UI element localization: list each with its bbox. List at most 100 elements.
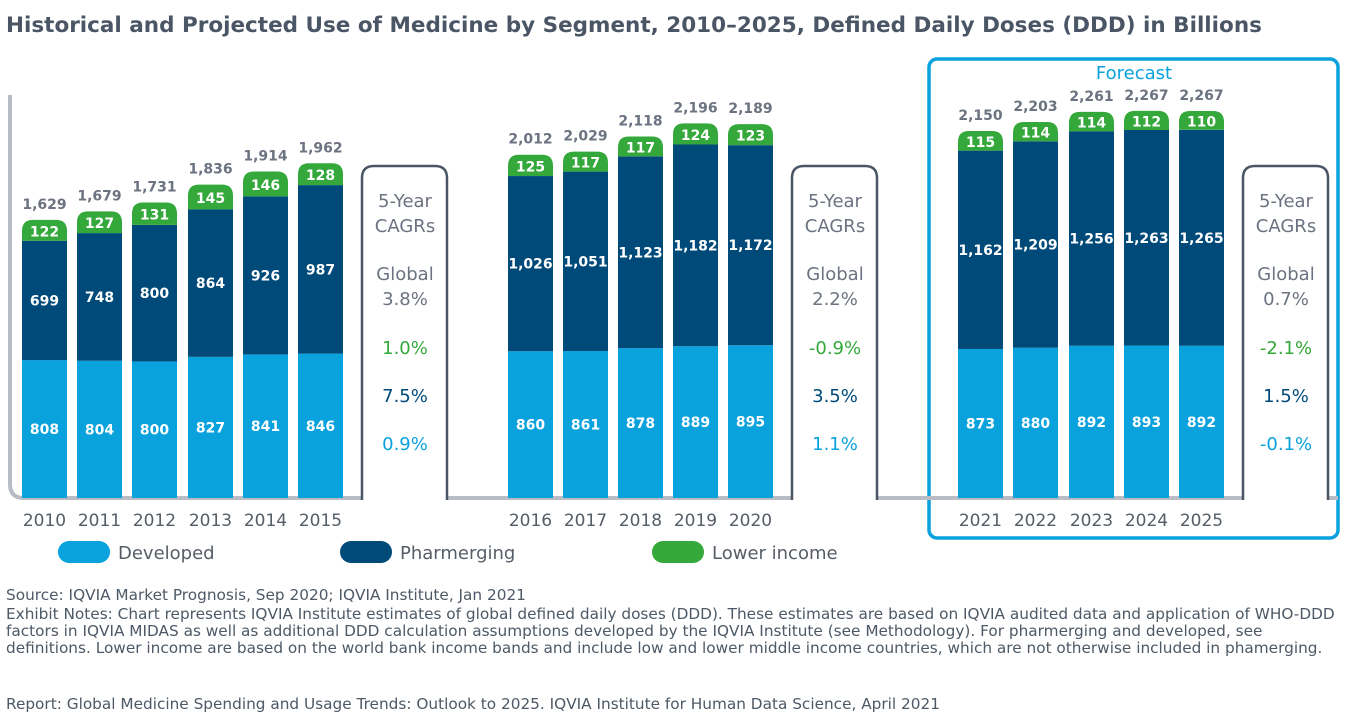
cagr-lower-income: -2.1% [1260, 338, 1312, 359]
label-lower-income: 122 [30, 224, 59, 240]
label-pharmerging: 1,265 [1179, 231, 1223, 247]
bar-developed [728, 345, 773, 498]
bar-pharmerging [563, 171, 608, 352]
label-total: 2,196 [673, 100, 717, 116]
bar-2021: 873 1,162 115 2,150 2021 [958, 108, 1003, 531]
cagr-heading1: 5-Year [808, 191, 863, 212]
bar-pharmerging [618, 156, 663, 349]
legend-item: Developed [58, 541, 215, 564]
label-developed: 808 [30, 422, 59, 438]
label-lower-income: 115 [966, 135, 995, 151]
forecast-box [927, 57, 1340, 540]
bar-pharmerging [22, 240, 67, 361]
bar-2019: 889 1,182 124 2,196 2019 [673, 100, 718, 531]
cagr-global: 3.8% [382, 289, 428, 310]
cagr-heading2: CAGRs [375, 216, 435, 237]
bar-developed [298, 353, 343, 498]
x-tick-label: 2013 [189, 511, 232, 531]
label-lower-income: 146 [251, 178, 280, 194]
cagr-developed: 1.1% [812, 434, 858, 455]
bar-lower-income [298, 163, 343, 186]
bar-lower-income [1179, 111, 1224, 130]
bar-developed [1179, 345, 1224, 498]
bar-2016: 860 1,026 125 2,012 2016 [508, 132, 553, 531]
x-tick-label: 2022 [1014, 511, 1057, 531]
label-pharmerging: 926 [251, 268, 280, 284]
bar-developed [22, 360, 67, 498]
cagr-global-label: Global [1257, 264, 1314, 285]
x-tick-label: 2010 [23, 511, 66, 531]
bar-lower-income [77, 211, 122, 234]
bar-developed [1069, 345, 1114, 498]
bar-lower-income [673, 123, 718, 145]
label-pharmerging: 1,263 [1124, 231, 1168, 247]
label-total: 1,731 [132, 180, 176, 196]
label-pharmerging: 1,172 [728, 238, 772, 254]
bar-developed [188, 356, 233, 498]
bar-2014: 841 926 146 1,914 2014 [243, 148, 288, 531]
cagr-box-frame [790, 164, 879, 500]
cagr-lower-income: -0.9% [809, 338, 861, 359]
label-total: 2,203 [1013, 99, 1057, 115]
x-tick-label: 2025 [1180, 511, 1223, 531]
bar-2017: 861 1,051 117 2,029 2017 [563, 129, 608, 531]
label-pharmerging: 699 [30, 293, 59, 309]
label-pharmerging: 800 [140, 286, 169, 302]
bar-2023: 892 1,256 114 2,261 2023 [1069, 89, 1114, 531]
bar-pharmerging [243, 196, 288, 355]
cagr-box-frame [1241, 164, 1330, 500]
label-developed: 878 [626, 416, 655, 432]
label-developed: 800 [140, 423, 169, 439]
bar-2020: 895 1,172 123 2,189 2020 [728, 101, 773, 531]
legend-label: Developed [118, 543, 215, 564]
cagr-pharmerging: 3.5% [812, 386, 858, 407]
label-lower-income: 117 [571, 156, 600, 172]
legend-item: Pharmerging [340, 541, 515, 564]
bar-lower-income [132, 202, 177, 225]
bar-pharmerging [673, 144, 718, 347]
cagr-box: 5-Year CAGRs Global 2.2% -0.9% 3.5% 1.1% [790, 164, 879, 500]
label-developed: 893 [1132, 415, 1161, 431]
bar-2018: 878 1,123 117 2,118 2018 [618, 113, 663, 531]
cagr-developed: -0.1% [1260, 434, 1312, 455]
bar-pharmerging [728, 145, 773, 346]
label-pharmerging: 748 [85, 290, 114, 306]
bar-developed [1124, 345, 1169, 498]
bar-lower-income [958, 130, 1003, 151]
label-developed: 804 [85, 422, 114, 438]
label-developed: 895 [736, 415, 765, 431]
bar-pharmerging [77, 233, 122, 361]
cagr-global-label: Global [376, 264, 433, 285]
cagr-box: 5-Year CAGRs Global 3.8% 1.0% 7.5% 0.9% [360, 164, 449, 500]
bar-developed [673, 346, 718, 498]
bar-2025: 892 1,265 110 2,267 2025 [1179, 88, 1224, 531]
label-pharmerging: 1,182 [673, 238, 717, 254]
bar-pharmerging [188, 209, 233, 357]
bar-lower-income [618, 136, 663, 157]
x-tick-label: 2021 [959, 511, 1002, 531]
label-total: 2,118 [618, 113, 662, 129]
label-developed: 861 [571, 418, 600, 434]
label-pharmerging: 1,209 [1013, 238, 1057, 254]
source-note: Source: IQVIA Market Prognosis, Sep 2020… [6, 586, 526, 604]
x-tick-label: 2019 [674, 511, 717, 531]
label-developed: 873 [966, 416, 995, 432]
cagr-heading2: CAGRs [805, 216, 865, 237]
legend-item: Lower income [652, 541, 838, 564]
bar-lower-income [563, 151, 608, 172]
label-lower-income: 131 [140, 208, 169, 224]
label-total: 2,029 [563, 129, 607, 145]
label-lower-income: 123 [736, 129, 765, 145]
legend-swatch [652, 541, 704, 563]
bar-2011: 804 748 127 1,679 2011 [77, 188, 122, 531]
exhibit-notes: Exhibit Notes: Chart represents IQVIA In… [6, 605, 1335, 657]
bar-pharmerging [1179, 129, 1224, 346]
cagr-pharmerging: 7.5% [382, 386, 428, 407]
x-tick-label: 2020 [729, 511, 772, 531]
bar-lower-income [1124, 110, 1169, 130]
label-total: 2,189 [728, 101, 772, 117]
cagr-global: 0.7% [1263, 289, 1309, 310]
bar-lower-income [243, 171, 288, 197]
